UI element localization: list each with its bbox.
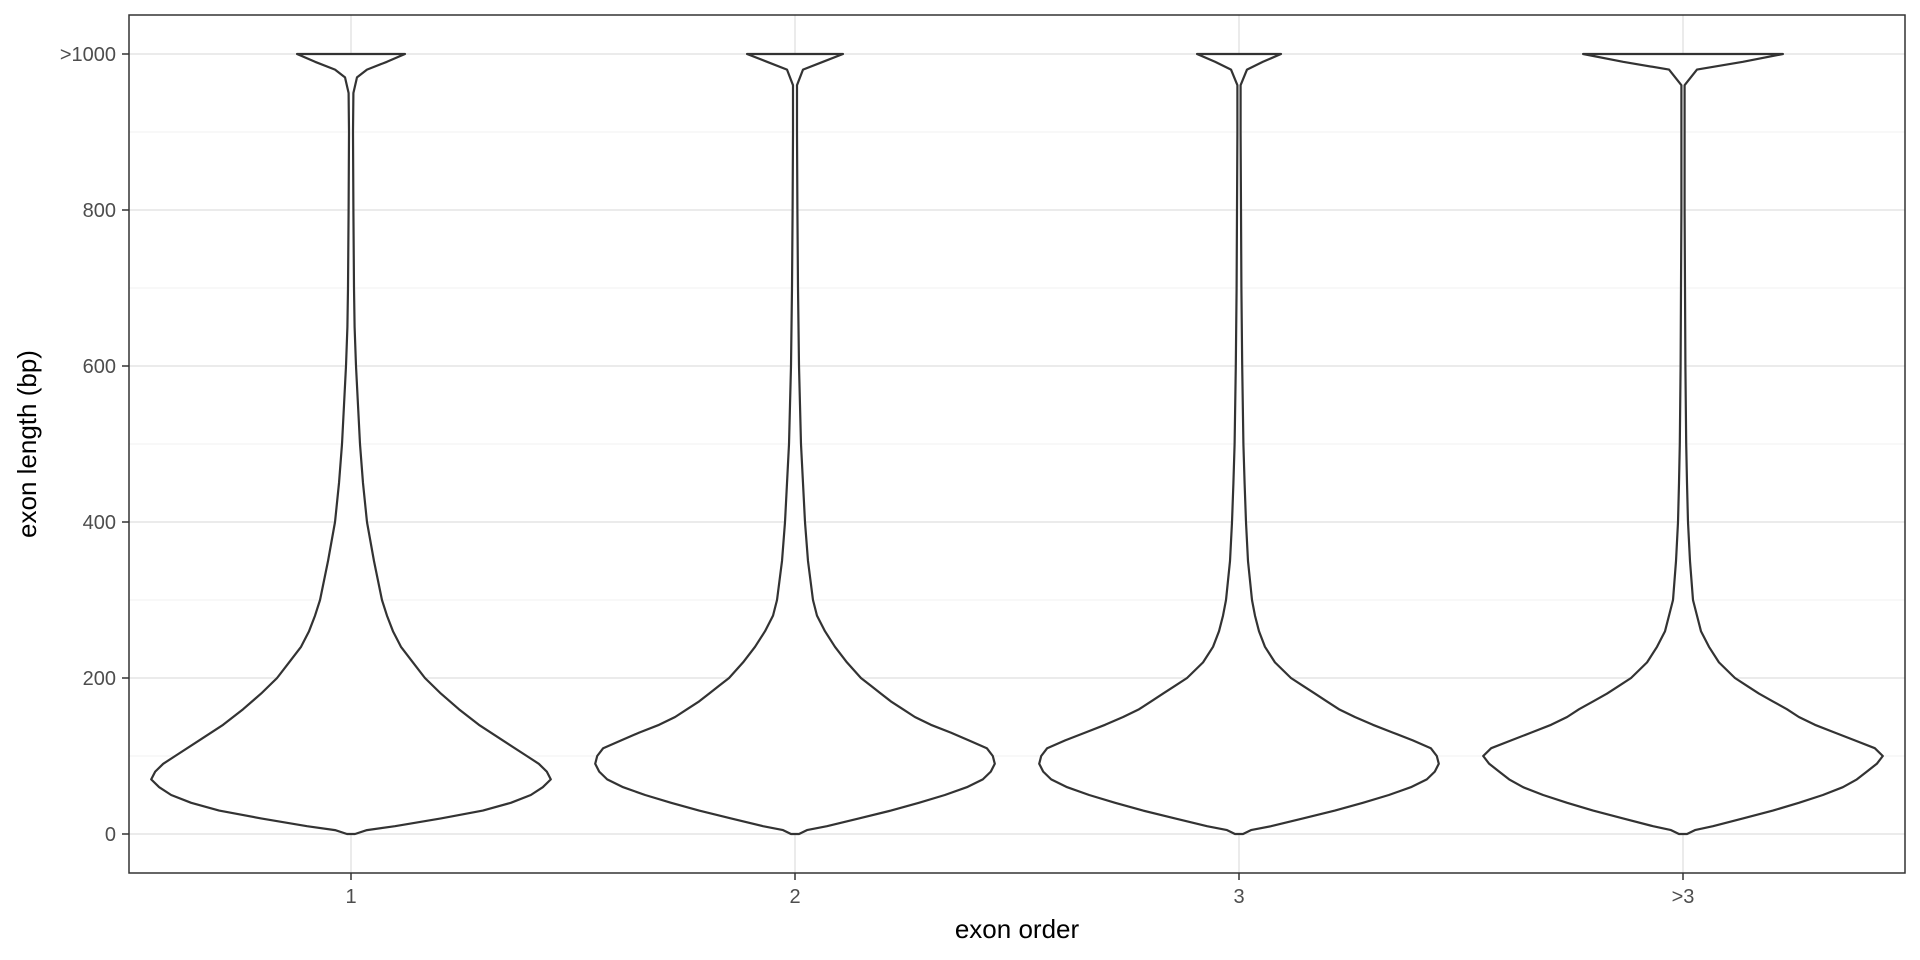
violin-exon-order-3 bbox=[1038, 52, 1440, 836]
x-axis: 1 2 3 >3 bbox=[345, 873, 1694, 908]
x-tick-label: 3 bbox=[1233, 886, 1244, 908]
violin-exon-order-2 bbox=[594, 52, 996, 836]
y-tick-label: 600 bbox=[83, 356, 116, 378]
y-tick-label: 0 bbox=[105, 824, 116, 846]
violin-exon-order-1 bbox=[150, 52, 552, 836]
y-tick-label: >1000 bbox=[60, 44, 116, 66]
y-tick-label: 200 bbox=[83, 668, 116, 690]
violin-exon-order-4 bbox=[1482, 52, 1884, 836]
y-axis: 0 200 400 600 800 >1000 bbox=[60, 44, 129, 846]
y-axis-title: exon length (bp) bbox=[12, 350, 42, 538]
y-tick-label: 400 bbox=[83, 512, 116, 534]
panel-border bbox=[128, 14, 1906, 874]
x-tick-label: >3 bbox=[1672, 886, 1695, 908]
violins bbox=[150, 52, 1884, 836]
x-tick-label: 1 bbox=[345, 886, 356, 908]
y-tick-label: 800 bbox=[83, 200, 116, 222]
x-axis-title: exon order bbox=[955, 914, 1080, 944]
x-tick-label: 2 bbox=[789, 886, 800, 908]
